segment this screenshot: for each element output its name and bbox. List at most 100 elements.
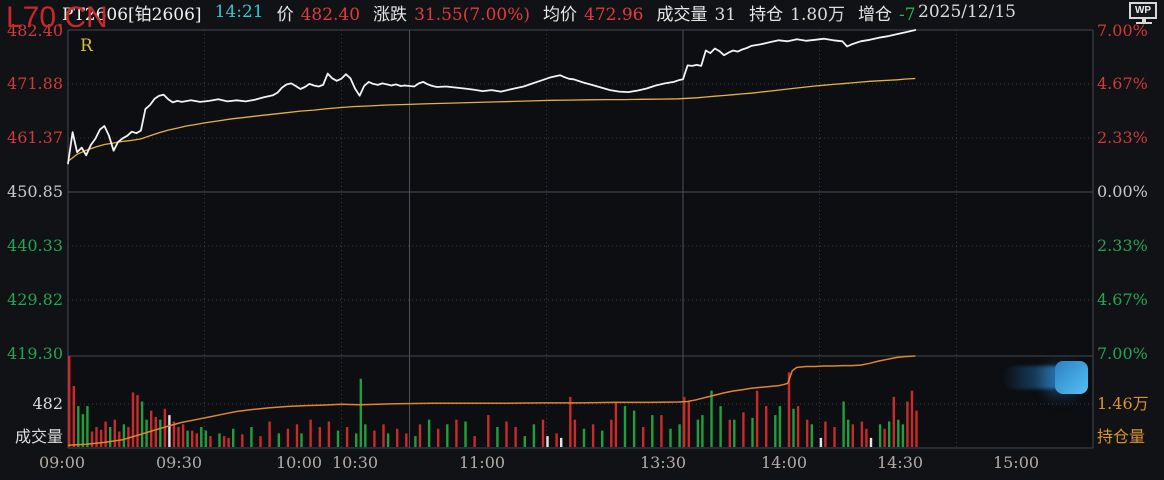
volume-bar [186, 430, 189, 447]
volume-bar [573, 419, 577, 447]
volume-bar [168, 415, 171, 447]
change-value: 31.55(7.00%) [414, 4, 530, 25]
y-axis-label-left: 成交量 [14, 427, 63, 446]
x-axis-tick: 09:30 [155, 453, 203, 472]
x-axis-tick: 09:00 [38, 453, 86, 472]
volume-bar [860, 421, 864, 447]
volume-bar [277, 433, 280, 447]
price-label: 价 [276, 4, 294, 25]
avg-price-value: 472.96 [584, 4, 644, 25]
y-axis-label-left: 419.30 [7, 344, 63, 363]
volume-bar [150, 410, 153, 447]
y-axis-label-left: 450.85 [7, 182, 63, 201]
volume-bar [122, 424, 126, 448]
volume-bar [181, 424, 185, 448]
volume-bar [546, 436, 549, 447]
y-axis-label-left: 461.37 [7, 128, 63, 147]
volume-bar [523, 436, 526, 447]
volume-bar [888, 421, 891, 447]
volume-bar [127, 427, 130, 447]
volume-bar [833, 427, 836, 447]
price-field: 价 482.40 [277, 0, 360, 25]
volume-bar [541, 419, 545, 447]
volume-bar [851, 424, 854, 448]
x-axis-tick: 11:00 [458, 453, 506, 472]
volume-bar [824, 421, 827, 447]
volume-bar [250, 427, 253, 447]
volume-bar [95, 427, 98, 447]
quote-header: PT2606[铂2606] 14:21 价 482.40 涨跌 31.55(7.00… [0, 0, 1164, 25]
monitor-base [1136, 22, 1152, 24]
avg-price-line [67, 77, 916, 162]
volume-bar [560, 437, 563, 447]
plot-background [68, 30, 1093, 448]
volume-bar [514, 427, 517, 447]
volume-bar [728, 419, 731, 447]
volume-bar [651, 415, 654, 447]
volume-bar [869, 437, 873, 447]
volume-bar [405, 433, 408, 447]
volume-bar [232, 428, 235, 447]
volume-bar [427, 419, 431, 447]
volume-bar [309, 419, 312, 447]
volume-bar [464, 421, 467, 447]
r-indicator: R [80, 36, 93, 56]
volume-bar [72, 386, 75, 447]
volume-bar [295, 424, 299, 448]
volume-bar [678, 424, 681, 448]
oi-change-value: -7 [898, 4, 916, 25]
volume-bar [259, 436, 262, 447]
wenhua-wp-icon[interactable]: WP [1129, 2, 1159, 24]
volume-bar [892, 396, 895, 447]
volume-bar [227, 437, 230, 447]
y-axis-label-right: 7.00% [1097, 344, 1148, 363]
volume-bar [755, 390, 759, 447]
volume-bar [136, 395, 139, 447]
y-axis-label-left: 440.33 [7, 236, 63, 255]
y-axis-label-left: 471.88 [7, 74, 63, 93]
volume-bar [505, 421, 508, 447]
volume-bar [355, 433, 358, 447]
volume-bar [865, 428, 868, 447]
volume-bar [286, 428, 290, 447]
x-axis-tick: 14:30 [876, 453, 924, 472]
y-axis-label-right: 2.33% [1097, 128, 1148, 147]
volume-bar [623, 406, 627, 447]
volume-bar [418, 424, 422, 448]
volume-bar [897, 419, 900, 447]
volume-bar [819, 437, 823, 447]
volume-bar [669, 428, 672, 447]
volume-bar [336, 430, 340, 447]
avg-price-field: 均价 472.96 [543, 0, 643, 25]
volume-bar [163, 408, 167, 447]
volume-bar [218, 433, 221, 447]
volume-bar [883, 428, 886, 447]
y-axis-label-left: 482.40 [7, 21, 63, 40]
volume-bar [915, 410, 918, 447]
volume-bar [683, 396, 686, 447]
volume-bar [195, 433, 198, 447]
y-axis-label-right: 4.67% [1097, 74, 1148, 93]
avg-price-label: 均价 [543, 4, 577, 25]
y-axis-label-right: 0.00% [1097, 182, 1148, 201]
volume-bar [901, 424, 905, 448]
volume-bar [437, 428, 440, 447]
volume-bar [90, 431, 94, 447]
wp-icon-text: WP [1134, 5, 1152, 16]
volume-bar [632, 410, 636, 447]
contract-name: PT2606[铂2606] [62, 4, 202, 25]
volume-bar [200, 427, 203, 447]
x-axis-tick: 15:00 [992, 453, 1040, 472]
y-axis-label-right: 4.67% [1097, 290, 1148, 309]
open-interest-line [67, 355, 916, 446]
quote-time: 14:21 [214, 2, 264, 22]
x-axis-tick: 10:00 [275, 453, 323, 472]
volume-bar [113, 419, 116, 447]
volume-bar [386, 433, 390, 447]
trade-date: 2025/12/15 [918, 2, 1016, 22]
volume-bar [642, 427, 645, 447]
y-axis-label-right: 持仓量 [1097, 427, 1146, 446]
volume-bar [765, 406, 768, 447]
change-label: 涨跌 [373, 4, 408, 25]
